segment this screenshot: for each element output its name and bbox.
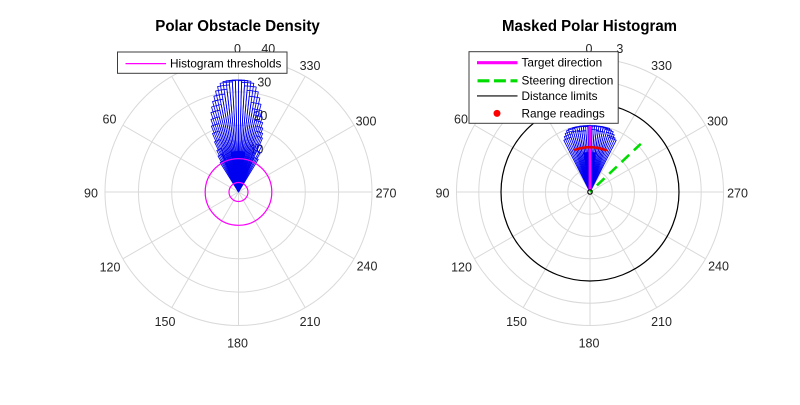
- svg-text:0: 0: [586, 42, 593, 56]
- svg-text:Polar Obstacle Density: Polar Obstacle Density: [155, 18, 320, 35]
- svg-text:Target direction: Target direction: [522, 56, 603, 70]
- svg-text:210: 210: [300, 315, 321, 329]
- svg-text:150: 150: [506, 315, 527, 329]
- svg-text:120: 120: [451, 261, 472, 275]
- svg-text:30: 30: [257, 76, 271, 90]
- svg-text:300: 300: [707, 115, 728, 129]
- svg-text:60: 60: [103, 113, 117, 127]
- svg-text:Distance limits: Distance limits: [522, 89, 598, 103]
- svg-text:Steering direction: Steering direction: [522, 74, 614, 88]
- svg-text:180: 180: [227, 337, 248, 351]
- svg-text:Masked Polar Histogram: Masked Polar Histogram: [502, 18, 677, 35]
- svg-text:270: 270: [727, 187, 748, 201]
- svg-text:90: 90: [436, 187, 450, 201]
- svg-text:0: 0: [234, 42, 241, 56]
- svg-text:300: 300: [356, 115, 377, 129]
- svg-text:330: 330: [300, 59, 321, 73]
- svg-text:60: 60: [454, 113, 468, 127]
- svg-text:330: 330: [651, 59, 672, 73]
- svg-text:180: 180: [579, 337, 600, 351]
- svg-text:90: 90: [84, 187, 98, 201]
- svg-text:Histogram thresholds: Histogram thresholds: [170, 56, 282, 70]
- svg-text:120: 120: [100, 261, 121, 275]
- svg-text:270: 270: [376, 187, 397, 201]
- svg-text:210: 210: [651, 315, 672, 329]
- svg-text:3: 3: [616, 42, 623, 56]
- svg-text:240: 240: [708, 260, 729, 274]
- svg-text:Range readings: Range readings: [522, 106, 605, 120]
- svg-text:150: 150: [155, 315, 176, 329]
- svg-text:240: 240: [357, 260, 378, 274]
